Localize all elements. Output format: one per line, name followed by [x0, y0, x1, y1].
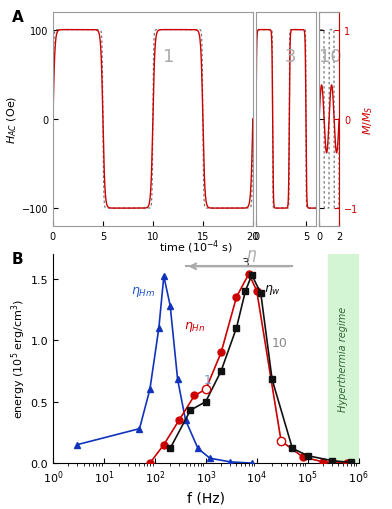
- Text: $\eta_{Hm}$: $\eta_{Hm}$: [131, 285, 156, 299]
- Text: B: B: [12, 252, 24, 267]
- Text: 1: 1: [163, 48, 174, 66]
- Text: 3: 3: [241, 257, 249, 270]
- Text: $\eta_w$: $\eta_w$: [263, 282, 281, 296]
- X-axis label: f (Hz): f (Hz): [187, 490, 225, 504]
- Text: Hyperthermia regime: Hyperthermia regime: [338, 306, 348, 411]
- Text: A: A: [12, 10, 24, 25]
- Text: $\eta_{Hn}$: $\eta_{Hn}$: [184, 319, 205, 333]
- Text: 3: 3: [285, 48, 296, 66]
- Text: 10: 10: [319, 48, 342, 66]
- Text: 10: 10: [272, 336, 287, 350]
- Bar: [328, 254, 392, 463]
- Text: 1: 1: [204, 374, 212, 386]
- Y-axis label: energy ($10^5$ erg/cm$^3$): energy ($10^5$ erg/cm$^3$): [9, 299, 28, 419]
- Text: time ($10^{-4}$ s): time ($10^{-4}$ s): [159, 238, 233, 256]
- Text: $\eta$: $\eta$: [246, 247, 258, 263]
- Y-axis label: $H_{AC}$ (Oe): $H_{AC}$ (Oe): [5, 96, 19, 144]
- Y-axis label: $M/M_S$: $M/M_S$: [361, 105, 375, 134]
